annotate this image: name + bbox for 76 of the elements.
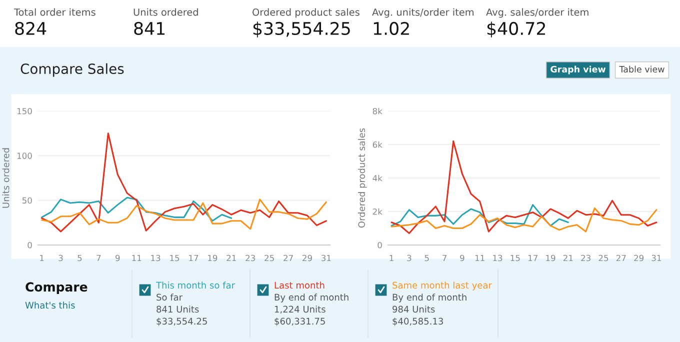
x-tick-label: 7 [442,254,446,262]
text: This month so far [156,282,236,289]
x-tick-label: 25 [264,254,274,262]
x-tick-label: 17 [528,254,538,262]
x-tick-label: 13 [493,254,502,262]
y-tick-label: 100 [17,152,32,159]
x-tick-label: 3 [407,254,412,262]
x-tick-label: 29 [302,254,312,262]
text: So far [156,294,183,301]
x-tick-label: 1 [40,254,44,262]
text: Ordered product sales [252,8,360,18]
x-tick-label: 31 [652,254,661,262]
x-tick-label: 25 [598,254,608,262]
x-tick-label: 23 [581,254,590,262]
line-series [390,204,569,226]
y-tick-label: 150 [17,108,32,114]
y-tick-label: 2k [372,208,382,215]
line-series [390,140,658,234]
y-tick-label: 4k [372,174,382,182]
x-tick-label: 5 [424,254,429,262]
text: $33,554.25 [156,318,207,326]
x-tick-label: 27 [616,254,626,262]
x-tick-label: 5 [78,254,82,262]
text: $40.72 [487,22,546,38]
text: $33,554.25 [253,22,350,38]
x-tick-label: 13 [151,254,160,262]
x-tick-label: 29 [634,254,644,262]
text: Graph view [550,66,606,74]
text: By end of month [274,294,348,302]
text: Total order items [14,8,96,16]
text: Last month [274,282,324,289]
line-series [390,207,658,232]
x-tick-label: 1 [390,254,394,262]
line-series [41,196,232,222]
y-axis-title: Units ordered [2,148,10,208]
text: 1.02 [374,22,409,36]
y-tick-label: 8k [372,108,382,114]
x-tick-label: 21 [563,254,573,262]
x-tick-label: 27 [284,254,293,262]
x-tick-label: 15 [510,254,520,262]
x-tick-label: 21 [226,254,236,262]
y-tick-label: 0 [378,242,382,248]
text: Units ordered [134,8,198,16]
x-tick-label: 9 [460,254,464,262]
text: $40,585.13 [392,318,443,326]
y-tick-label: 6k [372,141,382,148]
x-tick-label: 11 [132,254,142,262]
text: By end of month [392,294,466,302]
x-tick-label: 7 [96,254,101,262]
y-tick-label: 0 [28,242,32,248]
line-series [41,132,327,232]
text: $60,331.75 [274,318,325,326]
x-tick-label: 15 [170,254,180,262]
text: Compare [26,282,88,294]
x-tick-label: 19 [208,254,218,262]
text: Same month last year [392,282,492,290]
x-tick-label: 9 [116,254,120,262]
text: Avg. sales/order item [486,8,588,18]
text: 824 [15,22,46,36]
text: Table view [619,66,664,73]
x-tick-label: 17 [189,254,198,262]
x-tick-label: 3 [58,254,63,262]
x-tick-label: 11 [475,254,484,262]
x-tick-label: 31 [322,254,331,262]
y-tick-label: 50 [22,197,32,204]
line-series [41,198,327,230]
text: What's this [25,302,75,309]
x-tick-label: 19 [546,254,556,262]
text: 1,224 Units [274,306,326,314]
text: Avg. units/order item [372,8,474,18]
text: 984 Units [392,306,435,313]
text: 841 Units [156,306,199,313]
text: 841 [134,22,165,36]
x-tick-label: 23 [246,254,255,262]
y-axis-title: Ordered product sales [358,128,367,228]
chart-title: Compare Sales [20,63,124,77]
